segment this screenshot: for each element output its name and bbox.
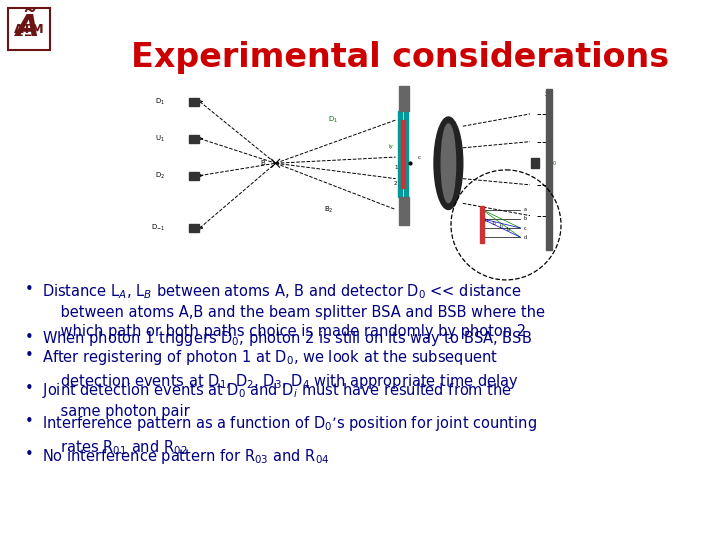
Text: b: b: [523, 216, 526, 221]
Text: No interference pattern for R$_{03}$ and R$_{04}$: No interference pattern for R$_{03}$ and…: [42, 447, 330, 466]
Text: •: •: [25, 414, 34, 429]
Text: 1: 1: [394, 165, 397, 171]
Bar: [401, 120, 405, 188]
Text: l$_4$: l$_4$: [506, 225, 511, 234]
Text: c: c: [418, 156, 421, 160]
Bar: [189, 172, 199, 180]
Bar: [480, 206, 484, 244]
Bar: [8, 8, 50, 50]
Text: •: •: [25, 282, 34, 297]
Text: D$_1$: D$_1$: [328, 115, 338, 125]
Text: D$_{-1}$: D$_{-1}$: [150, 223, 165, 233]
Ellipse shape: [434, 117, 463, 210]
Text: 2: 2: [394, 181, 397, 186]
Text: •: •: [25, 348, 34, 363]
Text: l$_3$: l$_3$: [499, 222, 504, 231]
Text: •: •: [25, 329, 34, 345]
Text: iy: iy: [388, 144, 393, 149]
Text: •: •: [25, 447, 34, 462]
Text: D$_1$: D$_1$: [155, 97, 165, 107]
Bar: [398, 111, 402, 197]
Bar: [189, 98, 199, 106]
Text: B$_2$: B$_2$: [323, 205, 333, 214]
Text: •: •: [25, 381, 34, 396]
Bar: [189, 134, 199, 143]
Text: After registering of photon 1 at D$_0$, we look at the subsequent
    detection : After registering of photon 1 at D$_0$, …: [42, 348, 518, 391]
Bar: [399, 197, 409, 225]
Text: Experimental considerations: Experimental considerations: [131, 42, 669, 75]
Text: Interference pattern as a function of D$_0$’s position for joint counting
    ra: Interference pattern as a function of D$…: [42, 414, 537, 457]
Text: c: c: [523, 226, 526, 231]
Text: B: B: [261, 160, 266, 166]
Text: When photon 1 triggers D$_0$, photon 2 is still on its way to BSA, BSB: When photon 1 triggers D$_0$, photon 2 i…: [42, 329, 532, 348]
Text: D$_2$: D$_2$: [155, 171, 165, 181]
Text: x$_0$: x$_0$: [544, 91, 554, 100]
Bar: [399, 86, 409, 111]
Text: a: a: [523, 207, 526, 212]
Text: U$_1$: U$_1$: [156, 133, 165, 144]
Text: d: d: [523, 235, 526, 240]
Bar: [189, 224, 199, 232]
Bar: [531, 158, 539, 168]
Text: Ã: Ã: [16, 14, 40, 43]
Ellipse shape: [441, 124, 456, 202]
Text: Distance L$_A$, L$_B$ between atoms A, B and detector D$_0$ << distance
    betw: Distance L$_A$, L$_B$ between atoms A, B…: [42, 282, 545, 339]
Text: l$_2$: l$_2$: [492, 219, 497, 228]
Text: l$_1$: l$_1$: [485, 216, 490, 225]
Text: Joint detection events at D$_0$ and D$_i$ must have resulted from the
    same p: Joint detection events at D$_0$ and D$_i…: [42, 381, 512, 419]
Bar: [546, 89, 552, 249]
Text: D$_0$: D$_0$: [546, 158, 557, 168]
Bar: [404, 111, 408, 197]
Text: A̲T̲M: A̲T̲M: [14, 23, 45, 36]
